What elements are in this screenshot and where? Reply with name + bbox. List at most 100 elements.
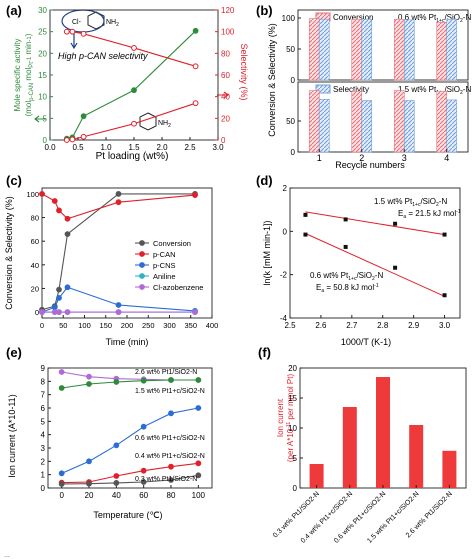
panel-label-a: (a)	[6, 3, 22, 18]
f-ytick-label-0: 0	[293, 484, 298, 493]
a-ylabel-left: Mole specific activity (molp-CAN molPt-1…	[13, 33, 35, 116]
c-legend-marker-3	[139, 273, 145, 279]
d-xtick-label-1: 2.6	[315, 321, 327, 330]
b-legend: Conversion Selectivity	[315, 12, 373, 94]
c-ytick-label-0: 0	[35, 308, 39, 317]
a-xtick-label-0: 0.0	[44, 143, 56, 152]
c-series-4-point-4	[115, 309, 122, 315]
a-highlight-ellipse	[61, 9, 105, 33]
a-aniline-line	[66, 102, 196, 141]
e-series-1-point-1	[86, 381, 92, 387]
e-ytick-label-4: 4	[41, 431, 46, 440]
a-activity-point-4	[192, 27, 199, 34]
panel-label-e: (e)	[6, 345, 22, 360]
a-arrow-left-green	[34, 115, 46, 123]
panel-label-f: (f)	[258, 345, 271, 360]
b-sub0-ytick-label-0: 0	[291, 76, 296, 85]
a-ytick-right-label-0: 0	[221, 136, 226, 145]
b-label-top: 0.6 wt% Pt1+c/SiO2-N	[398, 13, 471, 24]
b-xtick-label-0: 1	[317, 153, 322, 163]
e-series-label-2: 0.6 wt% Pt1+c/SiO2-N	[135, 435, 205, 442]
b-legend-conversion: Conversion	[333, 13, 373, 22]
a-aniline-point-2	[80, 133, 87, 140]
d-xtick-label-3: 2.8	[377, 321, 389, 330]
e-frame	[47, 367, 213, 489]
b-xtick-label-3: 4	[444, 153, 449, 163]
e-series-2-point-1	[86, 458, 92, 465]
d-series-1-point-2	[393, 265, 398, 270]
a-ytick-left-label-0: 0	[43, 136, 48, 145]
a-xtick-label-1: 0.5	[72, 143, 84, 152]
c-frame	[41, 187, 213, 319]
c-legend-label-4: Cl-azobenzene	[153, 283, 203, 292]
a-annotation: High p-CAN selectivity	[58, 51, 148, 61]
c-xtick-label-2: 100	[78, 321, 91, 330]
e-series-label-1: 1.5 wt% Pt1+c/SiO2-N	[135, 388, 205, 395]
c-ytick-label-5: 100	[26, 190, 39, 199]
c-xtick-label-1: 50	[59, 321, 67, 330]
svg-text:Mole specific activity: Mole specific activity	[13, 39, 22, 112]
c-series-1-point-3	[64, 215, 71, 222]
e-series-label-4: 0.3 wt% Pt1/SiO2-N	[135, 476, 197, 483]
c-series-2-point-2	[56, 295, 62, 301]
a-aniline-point-3	[131, 120, 137, 127]
b-sub0-ytick-label-2: 100	[282, 14, 296, 23]
a-selectivity-point-3	[131, 45, 137, 51]
c-xtick-label-3: 150	[99, 321, 112, 330]
b-sub1-bar-conversion-0	[308, 90, 320, 153]
panel-label-b: (b)	[256, 3, 273, 18]
b-sub1-bar-conversion-2	[393, 90, 405, 153]
d-frame	[289, 187, 461, 319]
e-xtick-label-4: 80	[167, 491, 176, 500]
e-xtick-label-1: 20	[85, 491, 94, 500]
a-selectivity-point-1	[69, 28, 76, 35]
e-ytick-label-1: 1	[41, 471, 46, 480]
d-series-0-point-2	[393, 221, 398, 226]
a-ytick-left-label-6: 30	[38, 6, 47, 15]
a-xlabel: Pt loading (wt%)	[96, 151, 169, 162]
a-xtick-label-2: 1.0	[100, 143, 112, 152]
f-ytick-label-2: 10	[288, 424, 297, 433]
e-ylabel: Ion current (A*10-11)	[7, 394, 17, 477]
c-legend-label-3: Aniline	[153, 272, 176, 281]
d-series-0-point-1	[343, 217, 348, 222]
f-bar-2	[376, 377, 390, 488]
d-annotation-bottom: 0.6 wt% Pt1+c/SiO2-N Ea = 50.8 kJ mol-1	[310, 271, 383, 294]
d-series-1-point-1	[343, 244, 348, 249]
c-series-4-point-2	[56, 309, 62, 315]
e-series-1-point-0	[58, 385, 65, 391]
panel-label-d: (d)	[256, 173, 273, 188]
chloroaniline-molecule: Cl- NH2	[72, 11, 119, 30]
d-series-0-point-0	[303, 212, 308, 217]
e-series-1-point-2	[113, 379, 120, 385]
d-ytick-label-0: -4	[280, 314, 288, 323]
panel-label-c: (c)	[6, 173, 22, 188]
a-activity-point-2	[80, 113, 87, 120]
e-series-line-1	[61, 379, 199, 389]
b-sub0-bar-conversion-1	[351, 18, 363, 81]
b-legend-swatch-selectivity	[315, 84, 331, 94]
b-sub0-frame	[297, 9, 469, 81]
c-series-4-point-5	[192, 309, 198, 315]
a-ytick-right-label-4: 80	[221, 49, 230, 58]
e-ytick-label-5: 5	[41, 417, 46, 426]
d-annotation-top: 1.5 wt% Pt1+c/SiO2-N Ea = 21.5 kJ mol-1	[374, 197, 461, 220]
e-series-1-point-5	[195, 377, 202, 383]
c-series-line-1	[41, 193, 196, 220]
a-xtick-label-3: 1.5	[128, 143, 140, 152]
d-xlabel: 1000/T (K-1)	[341, 337, 391, 347]
d-series-1-point-3	[442, 293, 447, 298]
f-bar-1	[342, 407, 357, 488]
b-sub1-bar-selectivity-2	[403, 100, 415, 153]
d-series-1-point-0	[303, 232, 308, 237]
e-ytick-label-2: 2	[41, 457, 46, 466]
d-ytick-label-3: 2	[283, 184, 288, 193]
c-legend-label-2: p-CNS	[153, 261, 176, 270]
e-series-2-point-0	[58, 470, 65, 477]
e-series-4-point-4	[168, 477, 174, 483]
b-sub0-bar-selectivity-2	[403, 19, 415, 81]
e-xtick-label-0: 0	[59, 491, 64, 500]
e-series-4-point-1	[86, 480, 92, 487]
f-bar-3	[409, 425, 424, 488]
